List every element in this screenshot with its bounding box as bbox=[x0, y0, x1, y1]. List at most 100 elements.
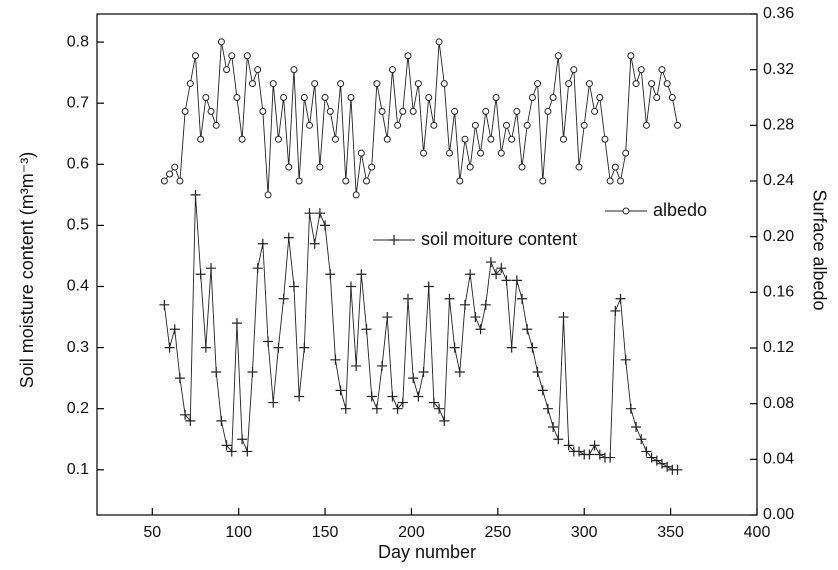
data-point bbox=[202, 94, 210, 101]
data-point bbox=[330, 354, 341, 365]
data-point bbox=[217, 38, 225, 46]
data-point bbox=[601, 135, 609, 143]
data-point bbox=[351, 360, 362, 371]
data-point bbox=[283, 232, 294, 243]
y-tick-label: 0.3 bbox=[67, 339, 89, 356]
data-point bbox=[383, 135, 391, 143]
data-point bbox=[207, 107, 215, 115]
y2-tick-label: 0.20 bbox=[763, 228, 794, 245]
data-point bbox=[610, 305, 621, 316]
data-point bbox=[191, 52, 199, 60]
y2-tick-label: 0.12 bbox=[763, 339, 794, 356]
data-point bbox=[238, 135, 246, 143]
data-point bbox=[465, 269, 476, 280]
data-point bbox=[589, 440, 600, 451]
data-point bbox=[549, 94, 557, 101]
data-point bbox=[651, 455, 662, 466]
data-point bbox=[508, 135, 516, 143]
data-point bbox=[480, 299, 491, 310]
y-tick-label: 0.1 bbox=[67, 461, 89, 478]
data-point bbox=[408, 373, 419, 384]
data-point bbox=[233, 94, 241, 101]
data-point bbox=[280, 94, 288, 101]
data-point bbox=[252, 263, 263, 274]
data-point bbox=[492, 94, 500, 101]
data-point bbox=[180, 409, 191, 420]
data-point bbox=[314, 208, 325, 219]
data-point bbox=[636, 434, 647, 445]
data-point bbox=[554, 52, 562, 60]
data-point bbox=[663, 80, 671, 88]
x-tick-label: 350 bbox=[657, 524, 684, 541]
data-point bbox=[511, 275, 522, 286]
data-point bbox=[311, 80, 319, 88]
data-point bbox=[430, 121, 438, 129]
data-point bbox=[378, 107, 386, 115]
series-line bbox=[163, 194, 678, 471]
y-tick-label: 0.8 bbox=[67, 33, 89, 50]
data-point bbox=[575, 163, 583, 171]
data-point bbox=[513, 107, 521, 115]
data-point bbox=[454, 367, 465, 378]
data-point bbox=[506, 342, 517, 353]
y2-tick-label: 0.16 bbox=[763, 284, 794, 301]
data-point bbox=[611, 163, 619, 171]
data-point bbox=[300, 94, 308, 101]
data-point bbox=[527, 342, 538, 353]
data-point bbox=[382, 312, 393, 323]
data-point bbox=[404, 52, 412, 60]
data-point bbox=[585, 80, 593, 88]
data-point bbox=[461, 135, 469, 143]
data-point bbox=[294, 391, 305, 402]
data-point bbox=[542, 403, 553, 414]
data-point bbox=[185, 415, 196, 426]
data-point bbox=[254, 66, 262, 74]
data-point bbox=[388, 66, 396, 74]
data-point bbox=[278, 293, 289, 304]
data-point bbox=[248, 80, 256, 88]
data-point bbox=[320, 220, 331, 231]
data-point bbox=[646, 452, 657, 463]
data-point bbox=[274, 135, 282, 143]
data-point bbox=[190, 189, 201, 200]
data-point bbox=[672, 464, 683, 475]
y-axis-label: Soil moisture content (m³m⁻³) bbox=[17, 152, 37, 389]
data-point bbox=[425, 94, 433, 101]
data-point bbox=[356, 269, 367, 280]
data-point bbox=[539, 177, 547, 185]
y2-tick-label: 0.32 bbox=[763, 61, 794, 78]
data-point bbox=[565, 80, 573, 88]
data-point bbox=[502, 121, 510, 129]
data-point bbox=[559, 135, 567, 143]
data-point bbox=[397, 397, 408, 408]
data-point bbox=[288, 281, 299, 292]
data-point bbox=[653, 94, 661, 101]
data-point bbox=[485, 257, 496, 268]
y2-tick-label: 0.08 bbox=[763, 395, 794, 412]
data-point bbox=[627, 52, 635, 60]
x-tick-label: 300 bbox=[571, 524, 598, 541]
data-point bbox=[625, 403, 636, 414]
data-point bbox=[197, 135, 205, 143]
data-point bbox=[439, 415, 450, 426]
data-point bbox=[211, 367, 222, 378]
data-point bbox=[466, 163, 474, 171]
data-point bbox=[337, 80, 345, 88]
legend-marker bbox=[389, 235, 399, 245]
data-point bbox=[186, 80, 194, 88]
data-point bbox=[596, 94, 604, 101]
data-point bbox=[662, 461, 673, 472]
data-point bbox=[231, 318, 242, 329]
x-tick-label: 50 bbox=[143, 524, 161, 541]
data-point bbox=[445, 149, 453, 157]
data-point bbox=[517, 293, 528, 304]
data-point bbox=[290, 66, 298, 74]
data-point bbox=[674, 121, 682, 129]
data-point bbox=[259, 107, 267, 115]
data-point bbox=[402, 293, 413, 304]
data-point bbox=[428, 397, 439, 408]
data-point bbox=[181, 107, 189, 115]
data-point bbox=[460, 299, 471, 310]
data-point bbox=[423, 281, 434, 292]
data-point bbox=[456, 177, 464, 185]
